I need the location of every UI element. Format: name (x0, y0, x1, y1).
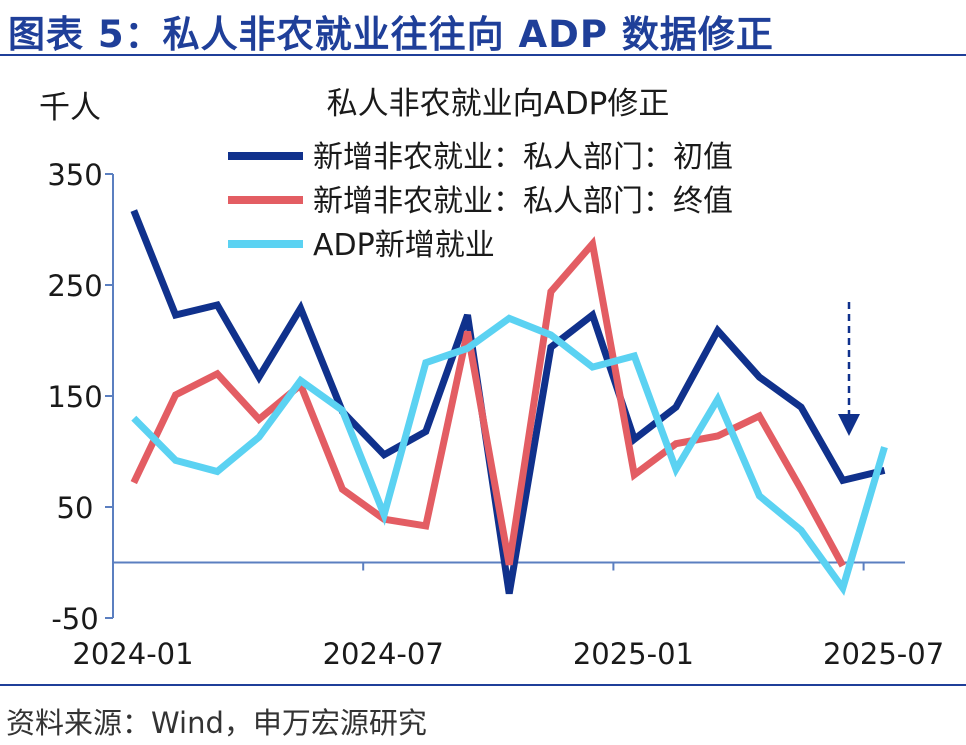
series-lines (130, 209, 888, 596)
footer-rule (0, 684, 966, 686)
arrow-head-icon (838, 414, 860, 436)
y-tick-label: -50 (51, 602, 98, 636)
y-tick-label: 250 (47, 269, 102, 303)
annotation (838, 302, 860, 436)
legend-label: ADP新增就业 (313, 228, 495, 263)
source-note: 资料来源：Wind，申万宏源研究 (6, 706, 427, 740)
series-line (130, 209, 886, 595)
x-tick-label: 2024-07 (323, 637, 444, 671)
x-tick-label: 2025-01 (573, 637, 694, 671)
chart-title: 私人非农就业向ADP修正 (327, 86, 670, 122)
legend-label: 新增非农就业：私人部门：初值 (313, 140, 733, 175)
series-line (131, 314, 888, 596)
legend-label: 新增非农就业：私人部门：终值 (313, 184, 733, 219)
x-tick-label: 2024-01 (72, 637, 193, 671)
y-tick-label: 350 (47, 158, 102, 192)
title-rule (0, 54, 966, 56)
y-tick-label: 50 (57, 491, 94, 525)
y-tick-label: 150 (47, 380, 102, 414)
y-axis-label: 千人 (39, 90, 101, 126)
figure-title: 图表 5：私人非农就业往往向 ADP 数据修正 (8, 13, 774, 56)
series-line (130, 236, 846, 568)
x-tick-label: 2025-07 (823, 637, 944, 671)
